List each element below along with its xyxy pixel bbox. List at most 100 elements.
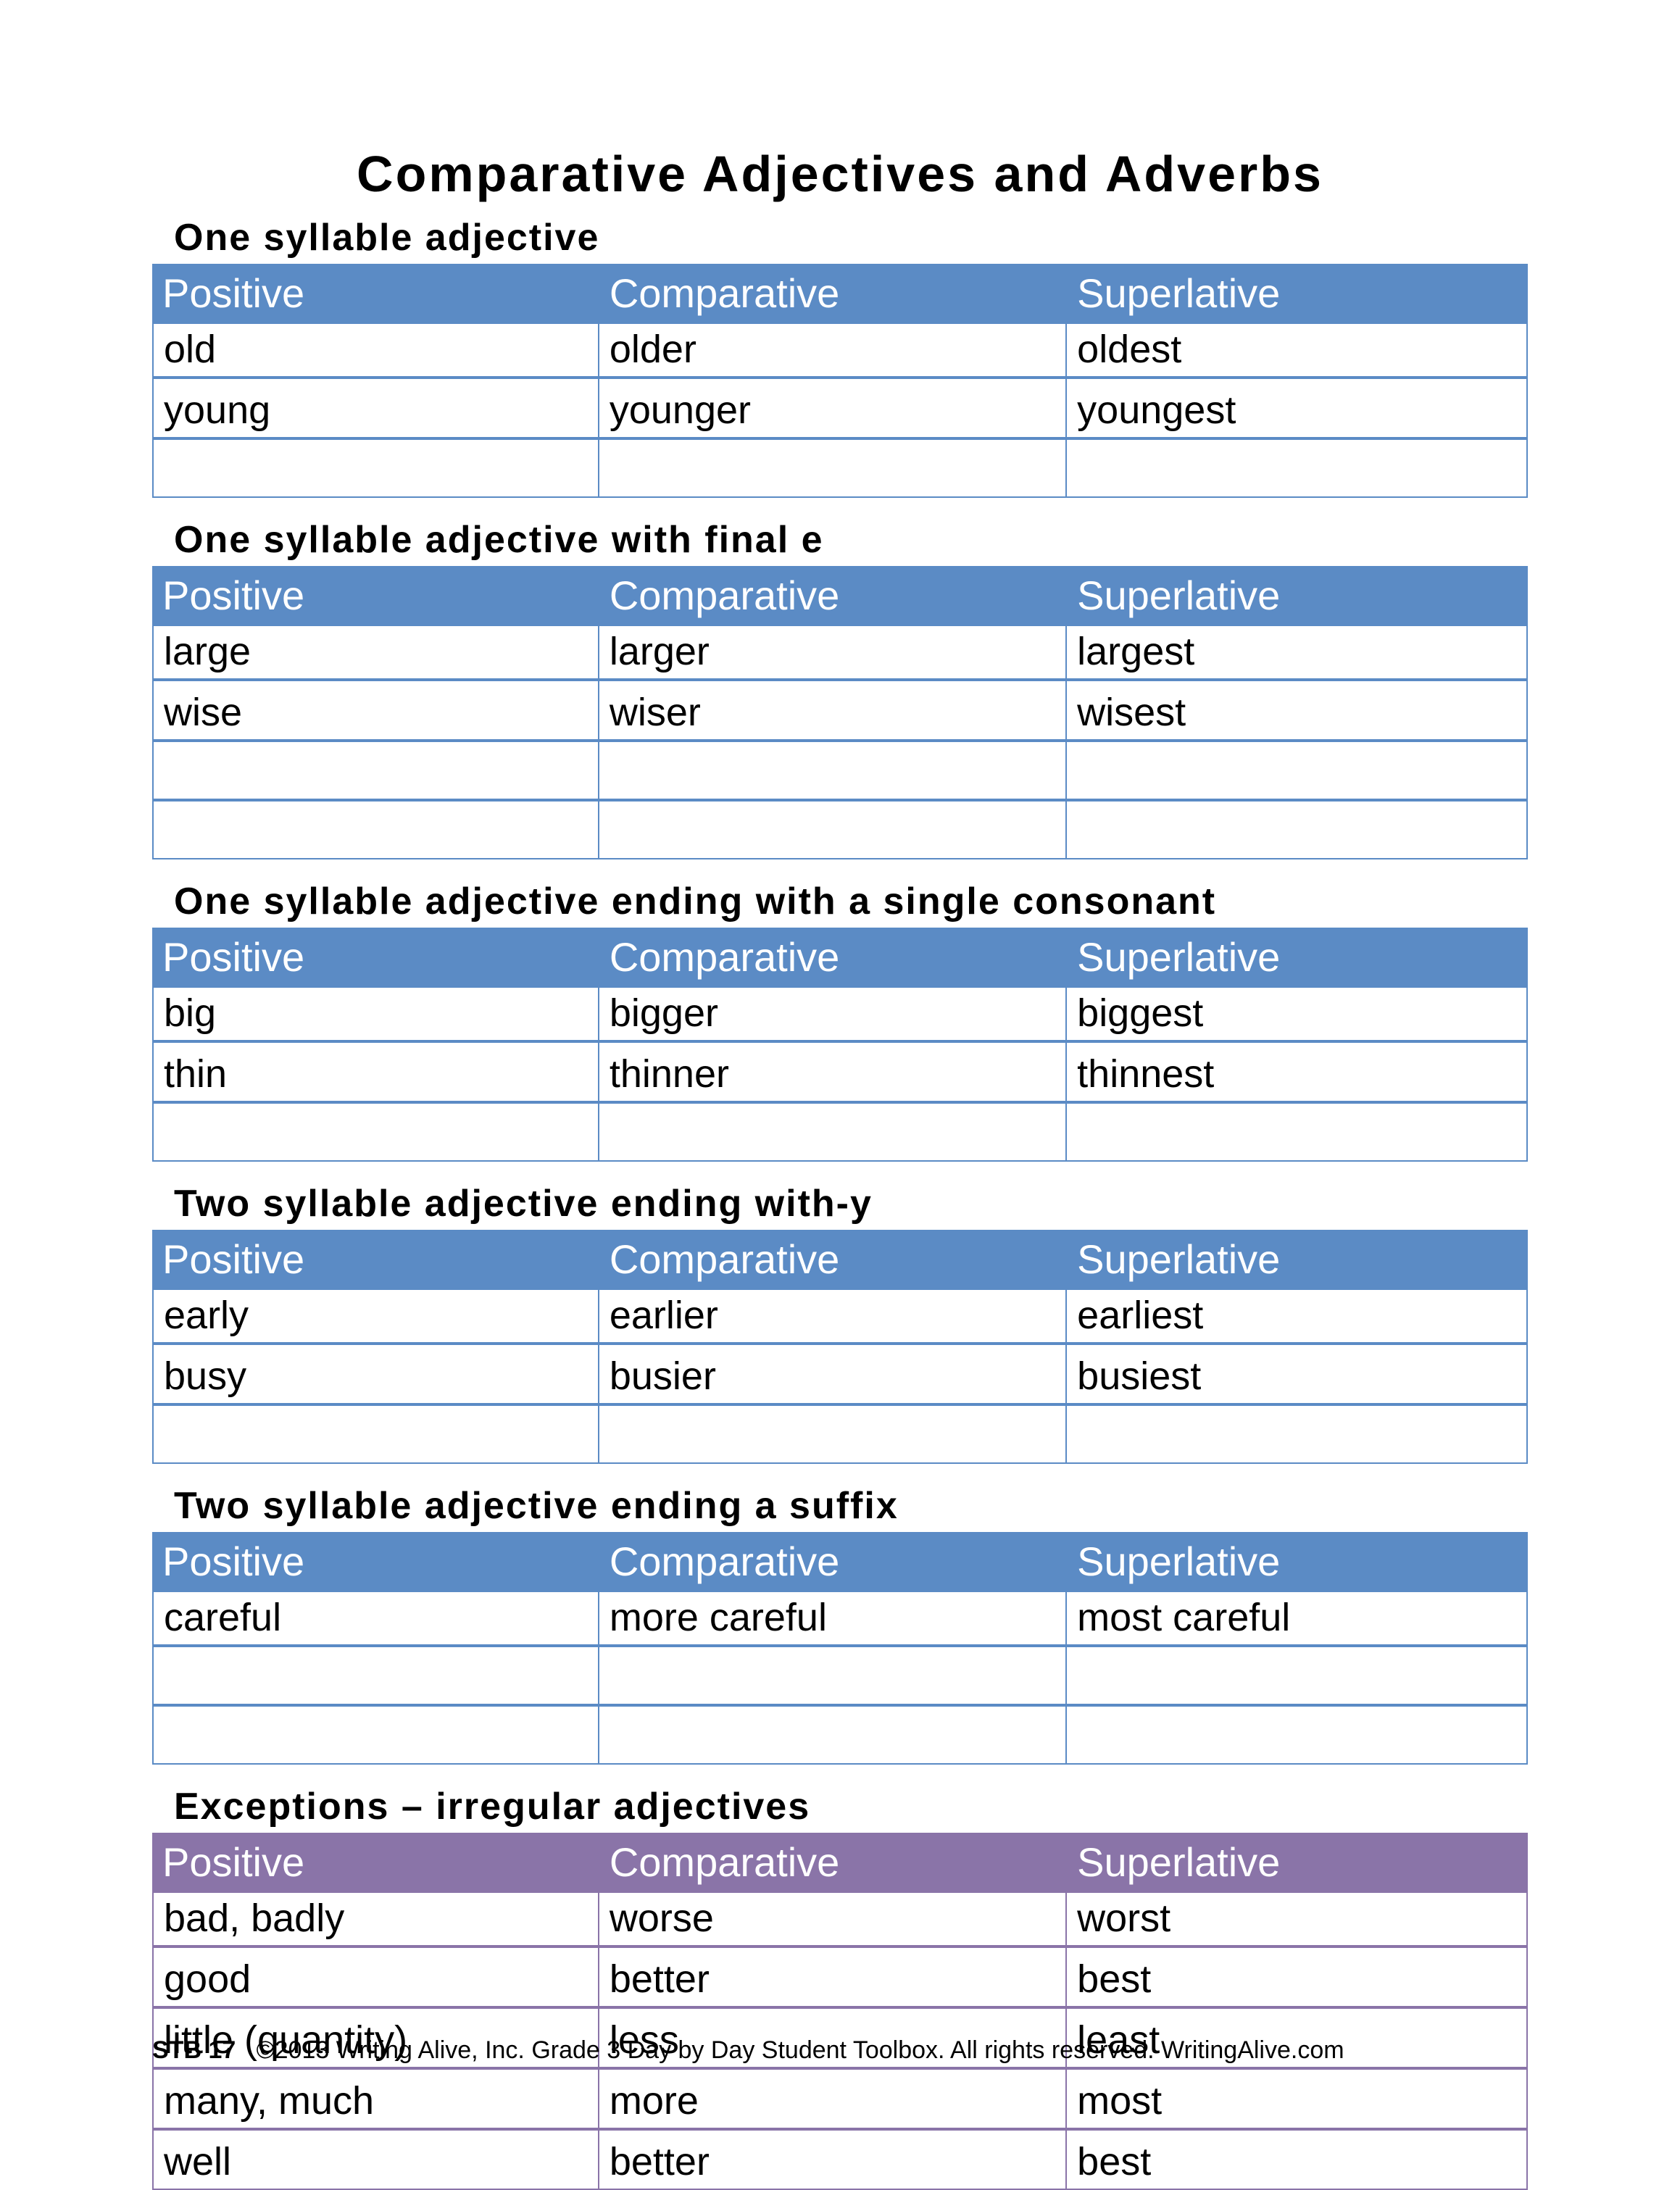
section: Exceptions – irregular adjectivesPositiv… xyxy=(152,1785,1528,2190)
row-spacer xyxy=(152,378,1528,385)
table-cell xyxy=(599,446,1067,498)
table-cell: big xyxy=(152,988,599,1041)
column-header: Positive xyxy=(152,1532,599,1592)
table-cell: busiest xyxy=(1067,1351,1528,1404)
table-cell xyxy=(1067,807,1528,859)
table-cell xyxy=(152,1653,599,1705)
table-row: bad, badlyworseworst xyxy=(152,1893,1528,1947)
table-cell: younger xyxy=(599,385,1067,438)
row-spacer xyxy=(152,800,1528,807)
column-header: Comparative xyxy=(599,1833,1067,1893)
row-spacer xyxy=(152,438,1528,446)
table-cell: young xyxy=(152,385,599,438)
table-cell: old xyxy=(152,324,599,378)
footer-text: ©2013 Writing Alive, Inc. Grade 3 Day by… xyxy=(257,2036,1344,2064)
table-cell: largest xyxy=(1067,626,1528,680)
table-cell: older xyxy=(599,324,1067,378)
table-row: busybusierbusiest xyxy=(152,1351,1528,1404)
column-header: Superlative xyxy=(1067,1833,1528,1893)
table-row xyxy=(152,807,1528,859)
table-cell: most careful xyxy=(1067,1592,1528,1646)
table-cell: bad, badly xyxy=(152,1893,599,1947)
column-header: Superlative xyxy=(1067,1532,1528,1592)
table-row: goodbetterbest xyxy=(152,1954,1528,2007)
column-header: Superlative xyxy=(1067,928,1528,988)
table-row: youngyoungeryoungest xyxy=(152,385,1528,438)
table-row: thinthinnerthinnest xyxy=(152,1049,1528,1102)
table-row xyxy=(152,1412,1528,1464)
table-cell: careful xyxy=(152,1592,599,1646)
table-cell: busy xyxy=(152,1351,599,1404)
section: One syllable adjectivePositiveComparativ… xyxy=(152,216,1528,498)
table-row: earlyearlierearliest xyxy=(152,1290,1528,1344)
table-cell xyxy=(1067,1412,1528,1464)
section-title: Two syllable adjective ending a suffix xyxy=(152,1484,1528,1528)
section-title: One syllable adjective with final e xyxy=(152,518,1528,562)
table-cell: large xyxy=(152,626,599,680)
table-cell: worse xyxy=(599,1893,1067,1947)
grammar-table: PositiveComparativeSuperlativebad, badly… xyxy=(152,1833,1528,2190)
row-spacer xyxy=(152,1404,1528,1412)
column-header: Positive xyxy=(152,1230,599,1290)
table-cell: wise xyxy=(152,687,599,741)
table-row: largelargerlargest xyxy=(152,626,1528,680)
table-cell xyxy=(152,1109,599,1162)
table-cell: thin xyxy=(152,1049,599,1102)
column-header: Positive xyxy=(152,928,599,988)
table-row: oldolderoldest xyxy=(152,324,1528,378)
table-cell xyxy=(599,1109,1067,1162)
page-title: Comparative Adjectives and Adverbs xyxy=(152,145,1528,203)
section: One syllable adjective ending with a sin… xyxy=(152,880,1528,1162)
table-cell xyxy=(1067,1109,1528,1162)
table-row: wellbetterbest xyxy=(152,2136,1528,2190)
table-cell: youngest xyxy=(1067,385,1528,438)
table-cell xyxy=(152,1412,599,1464)
table-cell: more careful xyxy=(599,1592,1067,1646)
table-row: bigbiggerbiggest xyxy=(152,988,1528,1041)
table-row: wisewiserwisest xyxy=(152,687,1528,741)
table-cell xyxy=(152,446,599,498)
table-row xyxy=(152,1109,1528,1162)
row-spacer xyxy=(152,741,1528,748)
column-header: Positive xyxy=(152,1833,599,1893)
section: Two syllable adjective ending with-y Posi… xyxy=(152,1182,1528,1464)
table-row: many, muchmoremost xyxy=(152,2075,1528,2129)
section: Two syllable adjective ending a suffixPo… xyxy=(152,1484,1528,1765)
column-header: Superlative xyxy=(1067,264,1528,324)
table-cell xyxy=(152,1712,599,1765)
table-cell: earlier xyxy=(599,1290,1067,1344)
section: One syllable adjective with final ePosit… xyxy=(152,518,1528,859)
section-title: Two syllable adjective ending with-y xyxy=(152,1182,1528,1225)
table-cell xyxy=(599,807,1067,859)
table-cell: most xyxy=(1067,2075,1528,2129)
grammar-table: PositiveComparativeSuperlativebigbiggerb… xyxy=(152,928,1528,1162)
table-cell: well xyxy=(152,2136,599,2190)
row-spacer xyxy=(152,1041,1528,1049)
table-cell: good xyxy=(152,1954,599,2007)
table-cell: better xyxy=(599,1954,1067,2007)
table-row xyxy=(152,748,1528,800)
table-cell: larger xyxy=(599,626,1067,680)
table-cell: biggest xyxy=(1067,988,1528,1041)
table-row: carefulmore carefulmost careful xyxy=(152,1592,1528,1646)
table-cell: busier xyxy=(599,1351,1067,1404)
column-header: Comparative xyxy=(599,566,1067,626)
table-cell xyxy=(599,1412,1067,1464)
table-row xyxy=(152,1653,1528,1705)
table-row xyxy=(152,446,1528,498)
grammar-table: PositiveComparativeSuperlativeearlyearli… xyxy=(152,1230,1528,1464)
row-spacer xyxy=(152,2129,1528,2136)
footer-code: STB 17 xyxy=(152,2036,236,2064)
table-cell xyxy=(1067,446,1528,498)
table-cell xyxy=(152,807,599,859)
table-cell: wiser xyxy=(599,687,1067,741)
section-title: One syllable adjective xyxy=(152,216,1528,259)
table-cell: best xyxy=(1067,2136,1528,2190)
table-cell: more xyxy=(599,2075,1067,2129)
table-cell: best xyxy=(1067,1954,1528,2007)
column-header: Comparative xyxy=(599,1532,1067,1592)
table-cell xyxy=(599,748,1067,800)
column-header: Positive xyxy=(152,264,599,324)
column-header: Positive xyxy=(152,566,599,626)
grammar-table: PositiveComparativeSuperlativeoldolderol… xyxy=(152,264,1528,498)
